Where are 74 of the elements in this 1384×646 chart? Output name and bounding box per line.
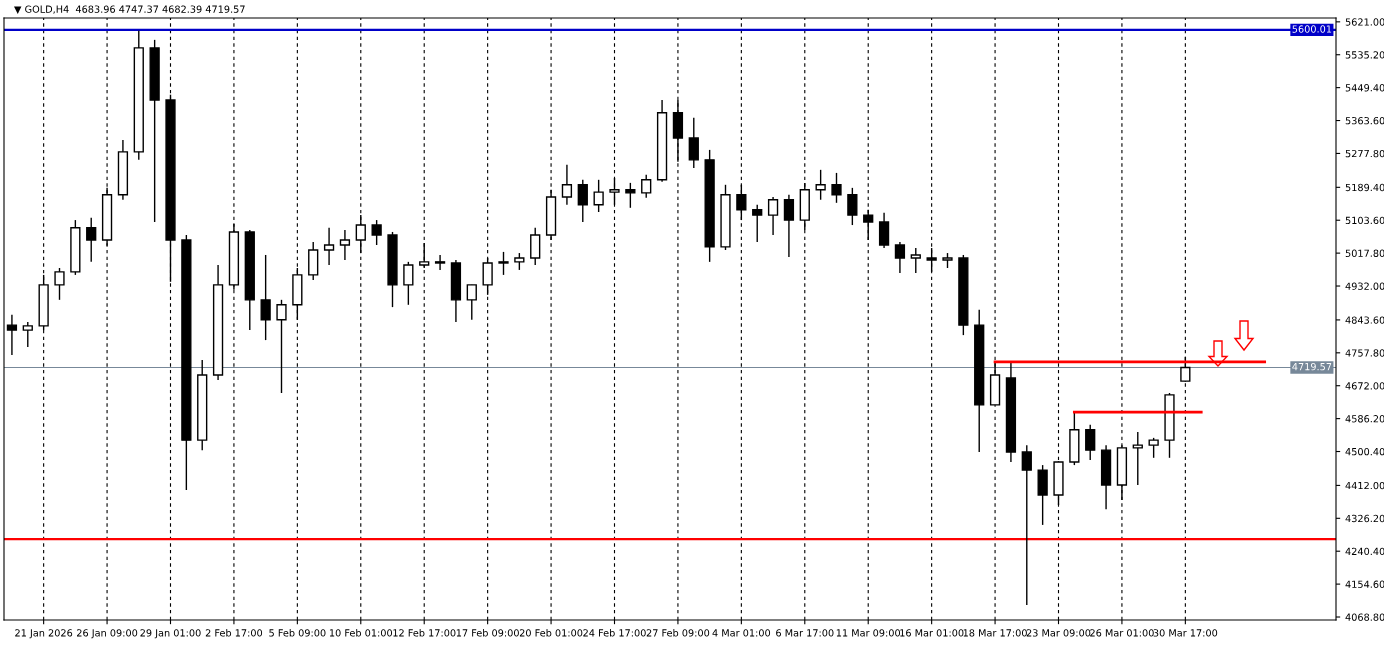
y-tick-label: 5189.40 xyxy=(1345,183,1384,192)
y-tick-label: 5103.60 xyxy=(1345,216,1384,225)
candlestick xyxy=(371,219,382,246)
candlestick xyxy=(86,217,97,263)
y-tick-label: 5363.60 xyxy=(1345,117,1384,125)
x-tick-label: 16 Mar 01:00 xyxy=(900,629,964,637)
x-tick-label: 26 Mar 01:00 xyxy=(1090,629,1154,637)
candlestick xyxy=(878,212,890,249)
candlestick xyxy=(561,164,573,206)
x-tick-label: 23 Mar 09:00 xyxy=(1026,629,1091,637)
x-tick-label: 18 Mar 17:00 xyxy=(963,629,1027,637)
candlestick xyxy=(1148,437,1159,459)
y-tick-label: 4068.80 xyxy=(1345,613,1384,621)
x-tick-label: 6 Mar 17:00 xyxy=(776,629,834,637)
candlestick xyxy=(1021,444,1032,606)
candlestick xyxy=(783,194,795,258)
candlestick xyxy=(22,321,33,348)
candlestick xyxy=(752,204,763,243)
candlestick xyxy=(831,172,842,204)
candlestick xyxy=(910,247,921,274)
y-tick-label: 5277.80 xyxy=(1345,149,1384,158)
candlestick xyxy=(260,254,271,341)
candlestick xyxy=(815,169,826,201)
candlestick xyxy=(276,299,287,394)
candlestick xyxy=(434,254,446,271)
y-tick-label: 5449.40 xyxy=(1345,84,1384,92)
ref-line-label: 4719.57 xyxy=(1292,362,1332,371)
x-tick-label: 29 Jan 01:00 xyxy=(140,629,201,639)
x-tick-label: 30 Mar 17:00 xyxy=(1153,629,1218,637)
x-tick-label: 5 Feb 09:00 xyxy=(269,629,326,637)
y-tick-label: 4843.60 xyxy=(1345,316,1384,324)
x-tick-label: 27 Feb 09:00 xyxy=(646,629,710,637)
candlestick xyxy=(466,284,477,321)
candlestick xyxy=(1085,424,1096,461)
candlestick xyxy=(641,174,652,199)
candlestick xyxy=(403,261,414,306)
candlestick xyxy=(1132,431,1143,486)
candlestick xyxy=(767,196,779,236)
ref-line-label: 5600.01 xyxy=(1292,25,1332,33)
candlestick xyxy=(54,267,65,301)
x-tick-label: 20 Feb 01:00 xyxy=(519,629,583,637)
chart-title: ▼ GOLD,H4 4683.96 4747.37 4682.39 4719.57 xyxy=(14,5,245,14)
y-tick-label: 5621.00 xyxy=(1345,18,1384,26)
y-tick-label: 4757.80 xyxy=(1345,349,1384,357)
candlestick xyxy=(688,116,699,169)
x-tick-label: 24 Feb 17:00 xyxy=(583,629,646,637)
candlestick xyxy=(498,251,509,276)
y-tick-label: 4154.60 xyxy=(1345,580,1384,588)
x-tick-label: 10 Feb 01:00 xyxy=(329,629,393,637)
x-tick-label: 21 Jan 2026 xyxy=(15,629,73,639)
candlestick xyxy=(625,182,636,209)
y-tick-label: 4412.00 xyxy=(1345,481,1384,490)
y-tick-label: 4500.40 xyxy=(1345,447,1384,456)
candlestick xyxy=(530,227,541,266)
y-tick-label: 4586.20 xyxy=(1345,415,1384,423)
x-tick-label: 2 Feb 17:00 xyxy=(205,629,263,637)
candlestick xyxy=(894,241,906,274)
x-tick-label: 12 Feb 17:00 xyxy=(393,629,456,637)
candlestick xyxy=(577,179,588,223)
y-tick-label: 4240.40 xyxy=(1345,547,1384,556)
x-tick-label: 26 Jan 09:00 xyxy=(77,629,138,639)
x-tick-label: 17 Feb 09:00 xyxy=(456,629,519,637)
candlestick xyxy=(6,314,18,356)
y-tick-label: 5017.80 xyxy=(1345,249,1384,257)
candlestick xyxy=(847,187,858,226)
y-tick-label: 4932.00 xyxy=(1345,282,1384,290)
candlestick xyxy=(323,227,335,266)
x-tick-label: 11 Mar 09:00 xyxy=(836,629,901,637)
y-tick-label: 4326.20 xyxy=(1345,514,1384,523)
x-tick-label: 4 Mar 01:00 xyxy=(712,629,771,637)
candlestick xyxy=(339,229,351,261)
y-tick-label: 5535.20 xyxy=(1345,51,1384,59)
y-tick-label: 4672.00 xyxy=(1345,382,1384,390)
candlestick xyxy=(593,179,604,213)
